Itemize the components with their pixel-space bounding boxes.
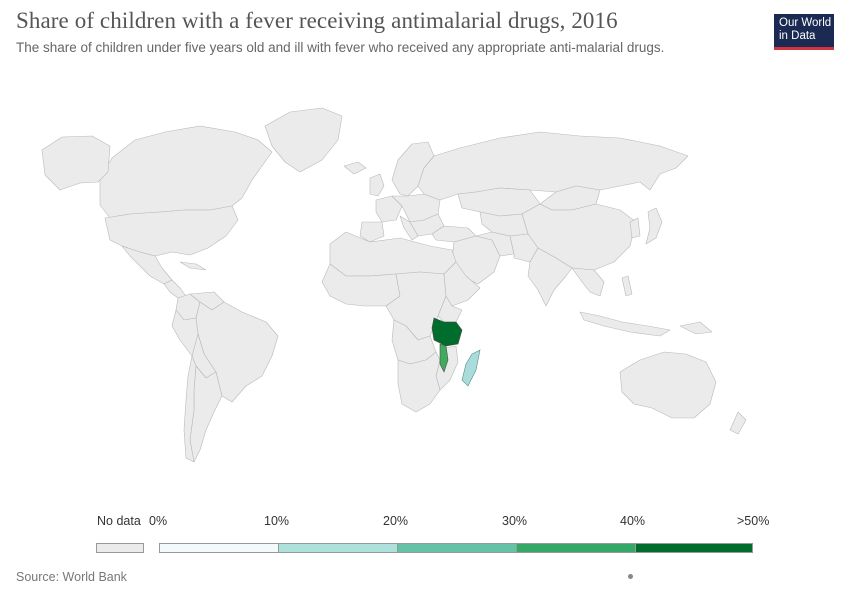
country-chile[interactable]: [183, 355, 197, 463]
country-southeast-asia[interactable]: [571, 267, 605, 297]
logo-line-2: in Data: [779, 30, 816, 42]
country-new-zealand[interactable]: [729, 411, 747, 435]
country-korea[interactable]: [629, 217, 641, 239]
country-central-america[interactable]: [163, 279, 187, 299]
legend-swatch-10-20[interactable]: [278, 543, 398, 553]
legend-swatch-40-50[interactable]: [635, 543, 753, 553]
country-russia[interactable]: [417, 131, 689, 201]
legend-no-data-label: No data: [97, 514, 141, 528]
country-greenland[interactable]: [264, 107, 343, 173]
country-malawi[interactable]: [439, 343, 449, 373]
country-madagascar[interactable]: [461, 349, 481, 387]
country-papua-new-guinea[interactable]: [679, 321, 713, 335]
legend-swatch-0-10[interactable]: [159, 543, 279, 553]
country-alaska[interactable]: [41, 135, 111, 191]
legend-tick-40: 40%: [620, 514, 646, 528]
legend-tick-20: 20%: [383, 514, 409, 528]
country-india[interactable]: [527, 247, 573, 307]
country-iberia[interactable]: [359, 221, 385, 243]
legend-swatch-30-40[interactable]: [516, 543, 636, 553]
legend-tick-10: 10%: [264, 514, 290, 528]
country-japan[interactable]: [645, 207, 663, 245]
world-map: [41, 107, 747, 463]
owid-logo[interactable]: Our World in Data: [774, 14, 834, 50]
country-indonesia[interactable]: [579, 311, 671, 337]
country-tanzania[interactable]: [431, 317, 463, 347]
logo-line-1: Our World: [779, 17, 832, 29]
country-philippines[interactable]: [621, 275, 633, 297]
country-iceland[interactable]: [343, 161, 367, 175]
country-australia[interactable]: [619, 351, 717, 419]
timeline-dot[interactable]: [628, 574, 633, 579]
country-italy[interactable]: [399, 215, 419, 241]
source-note: Source: World Bank: [16, 570, 127, 584]
country-cuba[interactable]: [179, 261, 207, 271]
country-uk[interactable]: [369, 173, 385, 197]
legend-tick-0: 0%: [149, 514, 168, 528]
legend-swatch-no-data[interactable]: [96, 543, 144, 553]
legend-tick-end: >50%: [737, 514, 770, 528]
chart-subtitle: The share of children under five years o…: [16, 40, 665, 55]
country-central-asia[interactable]: [479, 211, 529, 237]
legend-swatch-20-30[interactable]: [397, 543, 517, 553]
legend-tick-30: 30%: [502, 514, 528, 528]
country-canada[interactable]: [99, 125, 273, 219]
country-southern-africa[interactable]: [397, 351, 441, 413]
chart-title: Share of children with a fever receiving…: [16, 8, 618, 33]
